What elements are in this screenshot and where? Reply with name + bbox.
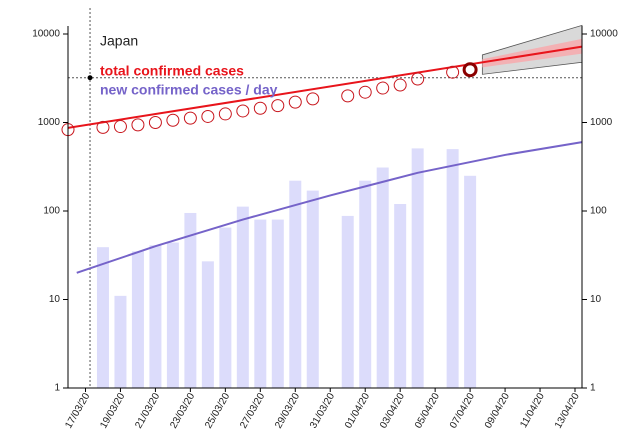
data-point bbox=[131, 118, 145, 132]
bar bbox=[219, 227, 232, 388]
bar bbox=[114, 295, 127, 388]
data-point bbox=[201, 109, 215, 123]
bar bbox=[271, 219, 284, 388]
y-tick-label: 10000 bbox=[32, 29, 60, 40]
x-tick-label: 23/03/20 bbox=[168, 391, 197, 431]
x-tick-label: 21/03/20 bbox=[133, 391, 162, 431]
bar bbox=[166, 242, 179, 388]
bar bbox=[359, 180, 372, 388]
y2-tick-label: 10 bbox=[590, 294, 602, 305]
x-tick-label: 07/04/20 bbox=[448, 391, 477, 431]
data-point bbox=[183, 111, 197, 125]
fit-line bbox=[76, 141, 583, 274]
data-point bbox=[393, 78, 407, 92]
data-point bbox=[253, 101, 267, 115]
bar bbox=[131, 251, 144, 388]
y-tick-label: 1 bbox=[54, 383, 60, 394]
data-point bbox=[376, 81, 390, 95]
fit-line bbox=[67, 45, 583, 129]
bar bbox=[149, 245, 162, 388]
x-tick-label: 03/04/20 bbox=[378, 391, 407, 431]
data-point bbox=[166, 113, 180, 127]
x-tick-label: 25/03/20 bbox=[203, 391, 232, 431]
x-tick-label: 19/03/20 bbox=[98, 391, 127, 431]
data-point bbox=[96, 120, 110, 134]
legend-label: new confirmed cases / day bbox=[100, 82, 278, 98]
bar bbox=[394, 203, 407, 388]
bar bbox=[464, 175, 477, 388]
chart-title: Japan bbox=[100, 33, 138, 49]
y-tick-label: 10 bbox=[49, 294, 61, 305]
y2-tick-label: 1 bbox=[590, 383, 596, 394]
bar bbox=[236, 206, 249, 388]
x-tick-label: 05/04/20 bbox=[413, 391, 442, 431]
legend-label: total confirmed cases bbox=[100, 63, 244, 79]
data-point bbox=[446, 65, 460, 79]
forecast-band bbox=[482, 38, 582, 68]
bar bbox=[446, 149, 459, 388]
bar bbox=[411, 148, 424, 388]
bar bbox=[376, 167, 389, 388]
data-point bbox=[148, 116, 162, 129]
bar bbox=[306, 190, 319, 388]
x-tick-label: 01/04/20 bbox=[343, 391, 372, 431]
y2-tick-label: 100 bbox=[590, 206, 607, 217]
data-point bbox=[113, 120, 127, 134]
bar bbox=[289, 180, 302, 388]
data-point bbox=[341, 89, 355, 103]
data-point bbox=[236, 104, 250, 118]
y2-tick-label: 10000 bbox=[590, 29, 618, 40]
data-point bbox=[218, 107, 232, 121]
x-tick-label: 11/04/20 bbox=[518, 391, 547, 430]
y-tick-label: 100 bbox=[43, 206, 60, 217]
x-tick-label: 17/03/20 bbox=[63, 391, 92, 431]
data-point bbox=[358, 85, 372, 99]
y2-tick-label: 1000 bbox=[590, 117, 613, 128]
x-tick-label: 31/03/20 bbox=[308, 391, 337, 431]
data-point bbox=[306, 92, 320, 106]
x-tick-label: 13/04/20 bbox=[553, 391, 582, 431]
data-point bbox=[462, 62, 478, 78]
bar bbox=[184, 212, 197, 388]
crosshair-dot bbox=[87, 75, 93, 81]
y-tick-label: 1000 bbox=[38, 117, 61, 128]
x-tick-label: 29/03/20 bbox=[273, 391, 302, 431]
bar bbox=[96, 247, 109, 388]
x-tick-label: 27/03/20 bbox=[238, 391, 267, 431]
x-tick-label: 09/04/20 bbox=[483, 391, 512, 431]
bar bbox=[254, 219, 267, 388]
data-point bbox=[288, 95, 302, 109]
data-point bbox=[271, 99, 285, 113]
bar bbox=[201, 261, 214, 388]
data-point bbox=[411, 72, 425, 86]
bar bbox=[341, 215, 354, 388]
